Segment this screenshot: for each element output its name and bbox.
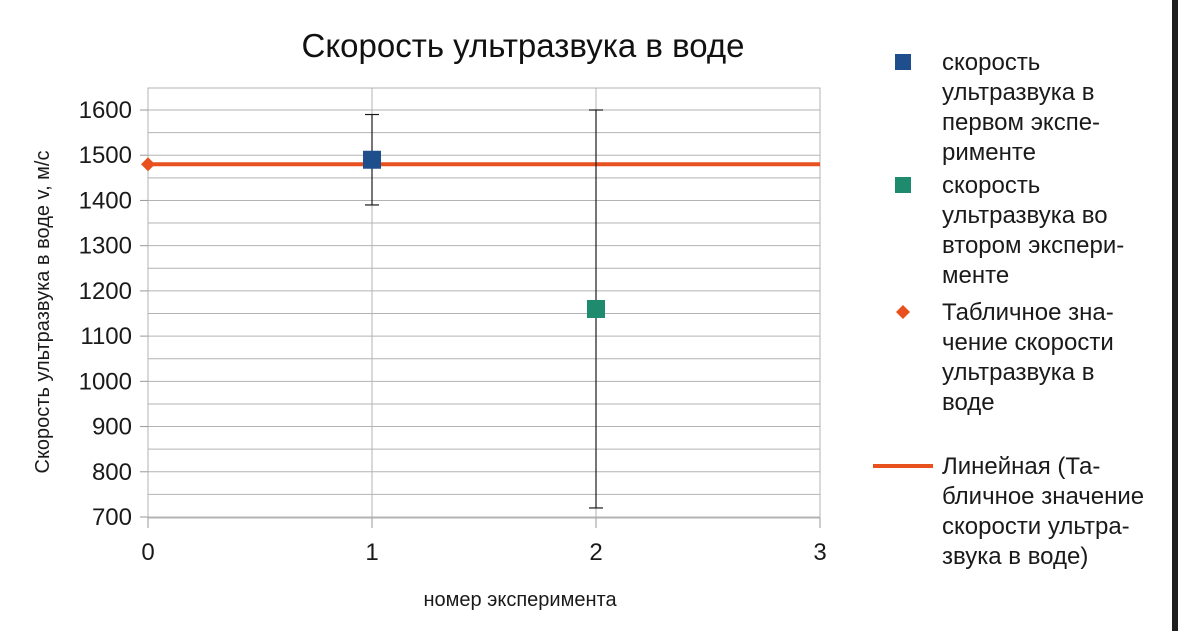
legend-label: Табличное зна-: [942, 299, 1114, 326]
legend-label: ультразвука во: [942, 202, 1108, 229]
legend-label: первом экспе-: [942, 109, 1100, 136]
y-tick-label: 1400: [79, 187, 132, 214]
x-tick-label: 2: [589, 539, 602, 566]
data-point: [363, 150, 381, 169]
plot-frame: [147, 87, 821, 519]
legend-label: чение скорости: [942, 329, 1114, 356]
x-tick-label: 0: [141, 539, 154, 566]
legend-entry: Линейная (Та-бличное значение скорости ул…: [873, 453, 1144, 570]
legend-label: скорость: [942, 172, 1040, 199]
legend-label: ультразвука в: [942, 359, 1095, 386]
x-tick-label: 3: [813, 539, 826, 566]
data-point: [587, 299, 605, 318]
legend-label: Линейная (Та-: [942, 453, 1100, 480]
data-point: [141, 157, 155, 172]
legend-marker: [895, 177, 911, 193]
y-tick-label: 1600: [79, 97, 132, 124]
legend-marker: [896, 305, 910, 319]
legend-label: менте: [942, 262, 1009, 289]
legend-entry: скорость ультразвука во втором экспери-мен…: [895, 172, 1124, 289]
legend-marker: [895, 54, 911, 70]
y-tick-label: 900: [92, 414, 132, 441]
y-axis-label: Скорость ультразвука в воде v, м/с: [32, 151, 54, 474]
legend-label: скорости ультра-: [942, 513, 1130, 540]
legend-label: рименте: [942, 139, 1036, 166]
y-tick-label: 1000: [79, 368, 132, 395]
y-tick-label: 1200: [79, 278, 132, 305]
y-tick-label: 800: [92, 459, 132, 486]
legend-entry: Табличное зна-чение скорости ультразвука …: [896, 299, 1114, 416]
legend-label: звука в воде): [942, 543, 1088, 570]
window-edge: [1172, 0, 1178, 631]
legend-label: скорость: [942, 49, 1040, 76]
y-tick-label: 700: [92, 504, 132, 531]
y-tick-label: 1100: [80, 323, 132, 350]
y-tick-label: 1500: [79, 142, 132, 169]
legend-label: ультразвука в: [942, 79, 1095, 106]
x-tick-label: 1: [365, 539, 378, 566]
legend-label: воде: [942, 389, 995, 416]
chart-title: Скорость ультразвука в воде: [302, 27, 745, 64]
x-axis-label: номер эксперимента: [423, 589, 617, 611]
legend-label: втором экспери-: [942, 232, 1124, 259]
y-tick-label: 1300: [79, 233, 132, 260]
legend-label: бличное значение: [942, 483, 1144, 510]
legend-entry: скорость ультразвука в первом экспе-римент…: [895, 49, 1100, 166]
